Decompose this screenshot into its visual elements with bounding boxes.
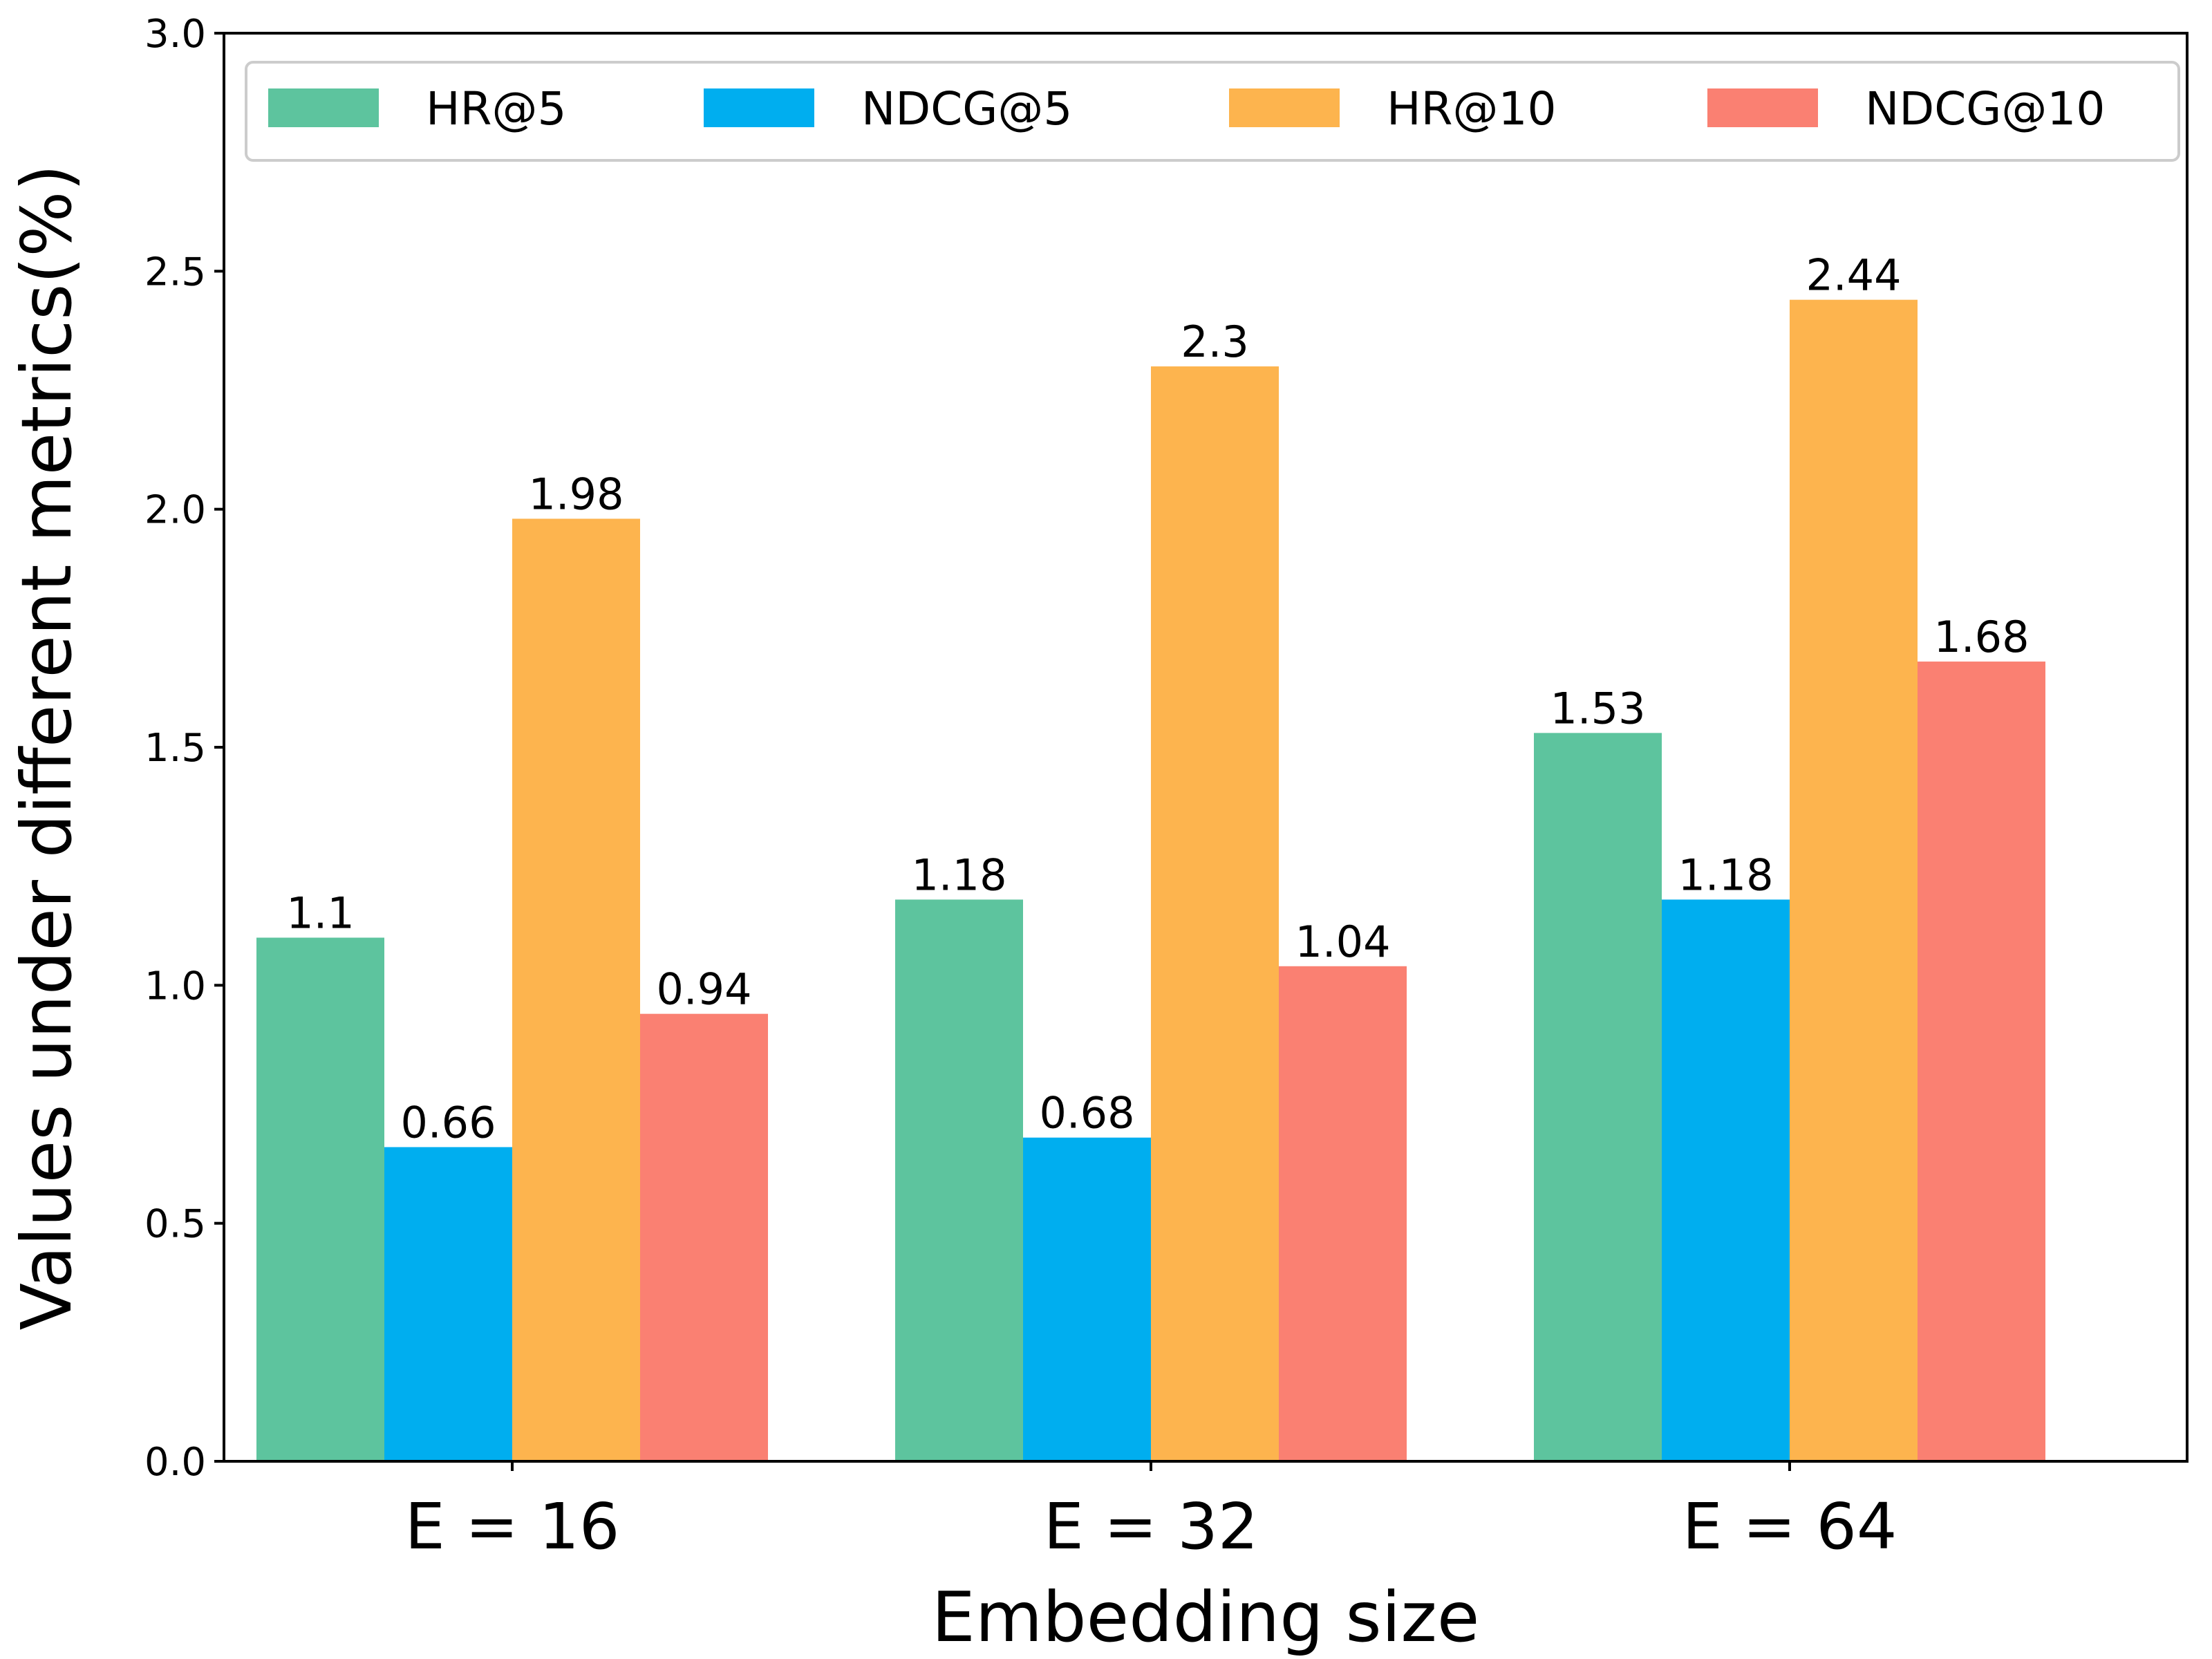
bar-hr-at-10-0: [512, 518, 640, 1462]
legend-label: HR@5: [426, 82, 566, 135]
x-tick-label: E = 64: [1683, 1490, 1897, 1564]
data-label: 0.66: [400, 1097, 496, 1147]
bar-hr-at-5-1: [895, 899, 1023, 1461]
y-tick-label: 2.0: [144, 488, 206, 533]
x-tick-label: E = 16: [405, 1490, 620, 1564]
bar-hr-at-10-2: [1790, 299, 1918, 1461]
x-tick-label: E = 32: [1044, 1490, 1259, 1564]
y-axis-title: Values under different metrics(%): [6, 165, 87, 1331]
y-tick-label: 1.0: [144, 964, 206, 1009]
y-tick-label: 1.5: [144, 726, 206, 771]
legend-label: HR@10: [1387, 82, 1556, 135]
data-label: 1.98: [528, 469, 624, 519]
data-label: 1.18: [911, 850, 1006, 900]
data-label: 0.68: [1039, 1088, 1134, 1138]
bar-ndcg-at-5-2: [1662, 899, 1790, 1461]
y-tick-label: 3.0: [144, 12, 206, 57]
data-label: 0.94: [656, 964, 751, 1015]
bar-ndcg-at-10-2: [1918, 662, 2045, 1461]
data-label: 2.44: [1806, 250, 1901, 301]
y-tick-label: 0.5: [144, 1202, 206, 1247]
legend-label: NDCG@10: [1865, 82, 2105, 135]
bar-ndcg-at-10-1: [1279, 966, 1407, 1461]
bar-hr-at-10-1: [1151, 366, 1279, 1461]
data-label: 1.68: [1933, 612, 2029, 662]
y-tick-label: 0.0: [144, 1440, 206, 1485]
data-label: 1.04: [1295, 917, 1390, 967]
legend-box: [245, 61, 2180, 162]
data-label: 1.53: [1550, 683, 1645, 733]
legend-swatch: [1229, 88, 1340, 127]
x-axis-title: Embedding size: [932, 1577, 1480, 1658]
data-labels: 1.1 1.18 1.53 0.66 0.68 1.18 1.98 2.3 2.44 0.94 1.…: [286, 250, 2029, 1148]
data-label: 1.18: [1678, 850, 1773, 900]
bars: [256, 299, 2045, 1462]
bar-hr-at-5-2: [1534, 733, 1662, 1461]
legend-swatch: [1707, 88, 1818, 127]
legend-swatch: [704, 88, 814, 127]
bar-ndcg-at-5-1: [1023, 1137, 1151, 1461]
y-axis: 0.0 0.5 1.0 1.5 2.0 2.5 3.0: [144, 12, 224, 1485]
bar-ndcg-at-10-0: [640, 1013, 768, 1461]
y-tick-label: 2.5: [144, 250, 206, 294]
data-label: 2.3: [1181, 317, 1249, 367]
legend-label: NDCG@5: [861, 82, 1072, 135]
legend: HR@5 NDCG@5 HR@10 NDCG@10: [245, 61, 2180, 162]
x-axis: E = 16 E = 32 E = 64: [224, 1460, 2187, 1564]
legend-swatch: [268, 88, 379, 127]
bar-hr-at-5-0: [256, 937, 384, 1461]
data-label: 1.1: [286, 888, 355, 938]
bar-ndcg-at-5-0: [384, 1147, 512, 1461]
